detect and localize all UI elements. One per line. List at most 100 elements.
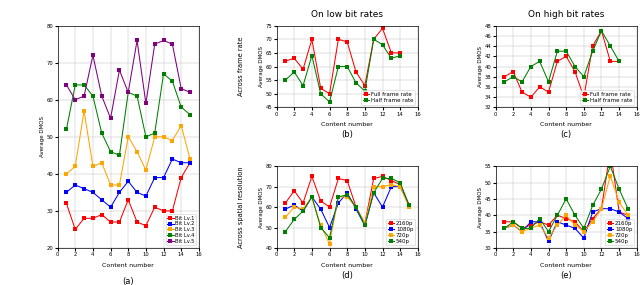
1080p — [344, 191, 351, 194]
Legend: 2160p, 1080p, 720p, 540p: 2160p, 1080p, 720p, 540p — [605, 219, 634, 245]
Half frame rate — [370, 38, 378, 41]
720p — [598, 207, 605, 210]
Line: Bit Lv.4: Bit Lv.4 — [65, 72, 192, 157]
2160p — [300, 201, 307, 205]
1080p — [300, 209, 307, 213]
Bit Lv.2 — [133, 191, 141, 194]
Line: 720p: 720p — [284, 183, 411, 246]
Bit Lv.1 — [80, 217, 88, 220]
2160p — [396, 183, 404, 186]
Text: On high bit rates: On high bit rates — [528, 10, 604, 19]
1080p — [405, 203, 413, 207]
540p — [308, 195, 316, 199]
Bit Lv.2 — [186, 161, 194, 164]
Bit Lv.5 — [151, 42, 159, 46]
Bit Lv.5 — [168, 42, 176, 46]
720p — [554, 223, 561, 227]
720p — [308, 195, 316, 199]
Bit Lv.3 — [72, 165, 79, 168]
Legend: Bit Lv.1, Bit Lv.2, Bit Lv.3, Bit Lv.4, Bit Lv.5: Bit Lv.1, Bit Lv.2, Bit Lv.3, Bit Lv.4, … — [166, 214, 196, 245]
540p — [326, 236, 333, 239]
Full frame rate — [326, 92, 333, 95]
Half frame rate — [335, 65, 342, 68]
Bit Lv.2 — [142, 194, 150, 198]
Bit Lv.2 — [116, 191, 124, 194]
2160p — [308, 175, 316, 178]
2160p — [282, 201, 289, 205]
Half frame rate — [554, 50, 561, 53]
1080p — [308, 195, 316, 199]
1080p — [545, 240, 552, 243]
Half frame rate — [580, 75, 588, 78]
Y-axis label: Average DMOS: Average DMOS — [40, 116, 45, 157]
Bit Lv.4 — [168, 80, 176, 83]
540p — [405, 203, 413, 207]
Bit Lv.3 — [151, 135, 159, 139]
1080p — [326, 226, 333, 229]
2160p — [527, 223, 534, 227]
2160p — [518, 227, 526, 230]
Half frame rate — [598, 29, 605, 32]
Line: Full frame rate: Full frame rate — [284, 27, 402, 95]
Half frame rate — [607, 44, 614, 48]
540p — [291, 218, 298, 221]
720p — [405, 205, 413, 209]
Line: Half frame rate: Half frame rate — [284, 38, 402, 104]
Bit Lv.5 — [107, 117, 115, 120]
540p — [317, 226, 324, 229]
720p — [291, 205, 298, 209]
Full frame rate — [361, 84, 369, 87]
540p — [545, 230, 552, 233]
Bit Lv.2 — [89, 191, 97, 194]
540p — [554, 213, 561, 217]
Bit Lv.5 — [72, 98, 79, 101]
Text: (a): (a) — [122, 277, 134, 285]
720p — [387, 183, 395, 186]
720p — [379, 185, 387, 188]
540p — [536, 217, 543, 220]
Full frame rate — [370, 38, 378, 41]
Text: (d): (d) — [341, 271, 353, 280]
1080p — [361, 224, 369, 227]
540p — [352, 205, 360, 209]
Bit Lv.2 — [168, 157, 176, 161]
720p — [282, 215, 289, 219]
Bit Lv.3 — [160, 135, 168, 139]
Bit Lv.5 — [142, 102, 150, 105]
2160p — [379, 175, 387, 178]
2160p — [326, 205, 333, 209]
540p — [615, 188, 623, 191]
Line: Bit Lv.5: Bit Lv.5 — [65, 39, 192, 120]
Bit Lv.3 — [98, 161, 106, 164]
540p — [589, 204, 596, 207]
Full frame rate — [509, 70, 517, 73]
X-axis label: Content number: Content number — [540, 263, 592, 268]
2160p — [344, 179, 351, 182]
1080p — [536, 220, 543, 223]
540p — [518, 227, 526, 230]
Y-axis label: Average DMOS: Average DMOS — [478, 46, 483, 87]
Bit Lv.1 — [72, 228, 79, 231]
1080p — [607, 207, 614, 210]
1080p — [500, 227, 508, 230]
720p — [500, 227, 508, 230]
1080p — [563, 223, 570, 227]
Bit Lv.4 — [72, 83, 79, 87]
720p — [518, 230, 526, 233]
Bit Lv.4 — [177, 105, 185, 109]
2160p — [607, 148, 614, 152]
Text: Across frame rate: Across frame rate — [238, 37, 244, 96]
540p — [396, 181, 404, 184]
Half frame rate — [509, 75, 517, 78]
540p — [624, 207, 632, 210]
Bit Lv.2 — [98, 198, 106, 201]
Half frame rate — [500, 80, 508, 84]
720p — [300, 207, 307, 211]
Bit Lv.5 — [124, 91, 132, 94]
2160p — [317, 199, 324, 203]
Bit Lv.3 — [107, 183, 115, 187]
Bit Lv.5 — [80, 94, 88, 98]
Bit Lv.1 — [107, 220, 115, 224]
540p — [607, 164, 614, 168]
2160p — [361, 222, 369, 225]
